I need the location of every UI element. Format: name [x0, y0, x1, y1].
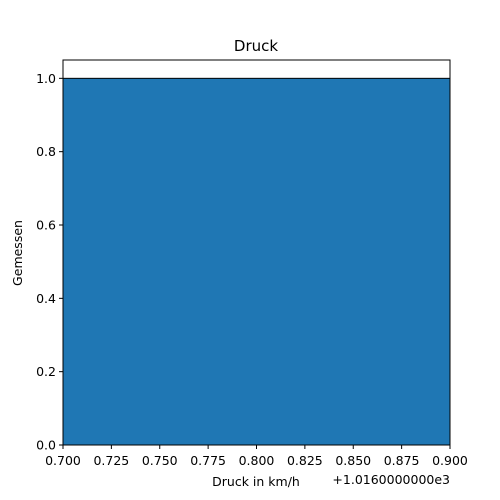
y-tick-label: 0.0	[36, 438, 56, 453]
x-tick-label: 0.825	[287, 453, 323, 468]
chart-title: Druck	[234, 37, 278, 55]
bars-group	[62, 77, 451, 446]
x-offset-label: +1.0160000000e3	[332, 472, 450, 487]
y-tick-label: 0.4	[36, 291, 56, 306]
y-axis-ticks: 0.0 0.2 0.4 0.6 0.8 1.0	[36, 71, 63, 453]
x-tick-label: 0.725	[93, 453, 129, 468]
x-tick-label: 0.875	[384, 453, 420, 468]
x-tick-label: 0.900	[432, 453, 468, 468]
x-axis-ticks: 0.700 0.725 0.750 0.775 0.800 0.825 0.850 0.875…	[45, 445, 468, 468]
x-tick-label: 0.850	[335, 453, 371, 468]
y-tick-label: 0.8	[36, 144, 56, 159]
y-tick-label: 1.0	[36, 71, 56, 86]
x-tick-label: 0.750	[142, 453, 178, 468]
bar-0	[62, 77, 451, 446]
x-tick-label: 0.700	[45, 453, 81, 468]
x-tick-label: 0.800	[239, 453, 275, 468]
x-tick-label: 0.775	[190, 453, 226, 468]
y-tick-label: 0.2	[36, 364, 56, 379]
y-axis-title: Gemessen	[10, 220, 25, 286]
x-axis-title: Druck in km/h	[212, 474, 300, 489]
y-tick-label: 0.6	[36, 218, 56, 233]
